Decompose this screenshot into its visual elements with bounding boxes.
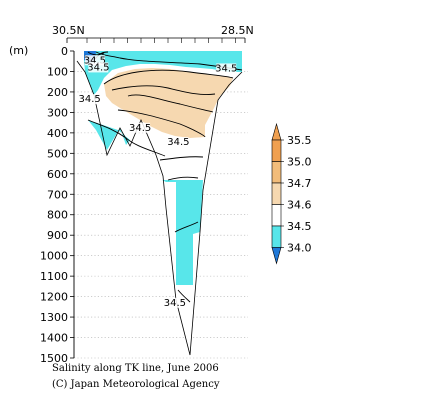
x-label-left: 30.5N <box>52 24 85 37</box>
legend-label-4: 34.5 <box>287 220 312 233</box>
chart-title: Salinity along TK line, June 2006 <box>52 363 219 374</box>
credit-text: (C) Japan Meteorological Agency <box>52 379 220 390</box>
y-tick-label-400: 400 <box>47 127 68 140</box>
y-tick-label-300: 300 <box>47 106 68 119</box>
y-tick-label-500: 500 <box>47 147 68 160</box>
contour-labels: 34.534.5 34.534.534.534.534.5 <box>79 55 237 309</box>
contour-label-bg <box>164 297 185 308</box>
y-tick-label-800: 800 <box>47 209 68 222</box>
legend-swatch-1 <box>271 161 282 184</box>
x-label-right: 28.5N <box>221 24 254 37</box>
y-tick-label-900: 900 <box>47 229 68 242</box>
y-axis-unit: (m) <box>9 44 28 57</box>
deep-intermediate-layer <box>162 180 203 285</box>
legend-swatch-0 <box>271 139 282 162</box>
contour-label-4: 34.5 <box>129 123 151 134</box>
salinity-field <box>77 51 242 355</box>
contour-label-bg <box>216 63 237 74</box>
bottom-topography <box>76 60 243 356</box>
legend-label-0: 35.5 <box>287 134 312 147</box>
y-tick-label-700: 700 <box>47 188 68 201</box>
y-tick-label-0: 0 <box>61 45 68 58</box>
contour-label-6: 34.5 <box>164 298 186 309</box>
contour-label-5: 34.5 <box>167 137 189 148</box>
legend-label-1: 35.0 <box>287 156 312 169</box>
legend-label-2: 34.7 <box>287 177 312 190</box>
y-axis: 0 100 200 300 400 500 600 700 800 900 1000 1100 1200… <box>40 45 75 365</box>
legend-swatch-2 <box>271 182 282 205</box>
contour-label-bg <box>88 62 109 73</box>
y-tick-label-100: 100 <box>47 65 68 78</box>
salinity-max-layer <box>104 68 233 138</box>
legend-arrow-bottom <box>271 247 282 265</box>
surface-layer <box>84 51 242 95</box>
contour-label-0: 34.5 <box>84 55 106 66</box>
contour-label-bg <box>168 137 189 148</box>
legend-arrow-top <box>271 122 282 141</box>
contour-label-2: 34.5 <box>215 63 237 74</box>
legend-colorbar: 35.5 35.0 34.7 34.6 34.5 34.0 <box>271 122 312 265</box>
contour-label-3: 34.5 <box>79 94 101 105</box>
legend-swatch-3 <box>271 204 282 227</box>
y-tick-label-1000: 1000 <box>40 250 68 263</box>
y-tick-label-200: 200 <box>47 86 68 99</box>
station-ruler <box>66 37 246 43</box>
y-tick-label-600: 600 <box>47 168 68 181</box>
contour-label-bg <box>130 122 151 133</box>
y-tick-label-1400: 1400 <box>40 332 68 345</box>
legend-label-5: 34.0 <box>287 242 312 255</box>
y-tick-label-1500: 1500 <box>40 352 68 365</box>
contour-label-bg <box>84 55 105 66</box>
mid-left-layer <box>88 120 130 150</box>
y-tick-label-1100: 1100 <box>40 270 68 283</box>
contour-label-bg <box>79 94 100 105</box>
y-tick-label-1200: 1200 <box>40 291 68 304</box>
y-tick-label-1300: 1300 <box>40 311 68 324</box>
legend-swatch-4 <box>271 225 282 248</box>
legend-label-3: 34.6 <box>287 199 312 212</box>
contour-label-1: 34.5 <box>87 62 109 73</box>
